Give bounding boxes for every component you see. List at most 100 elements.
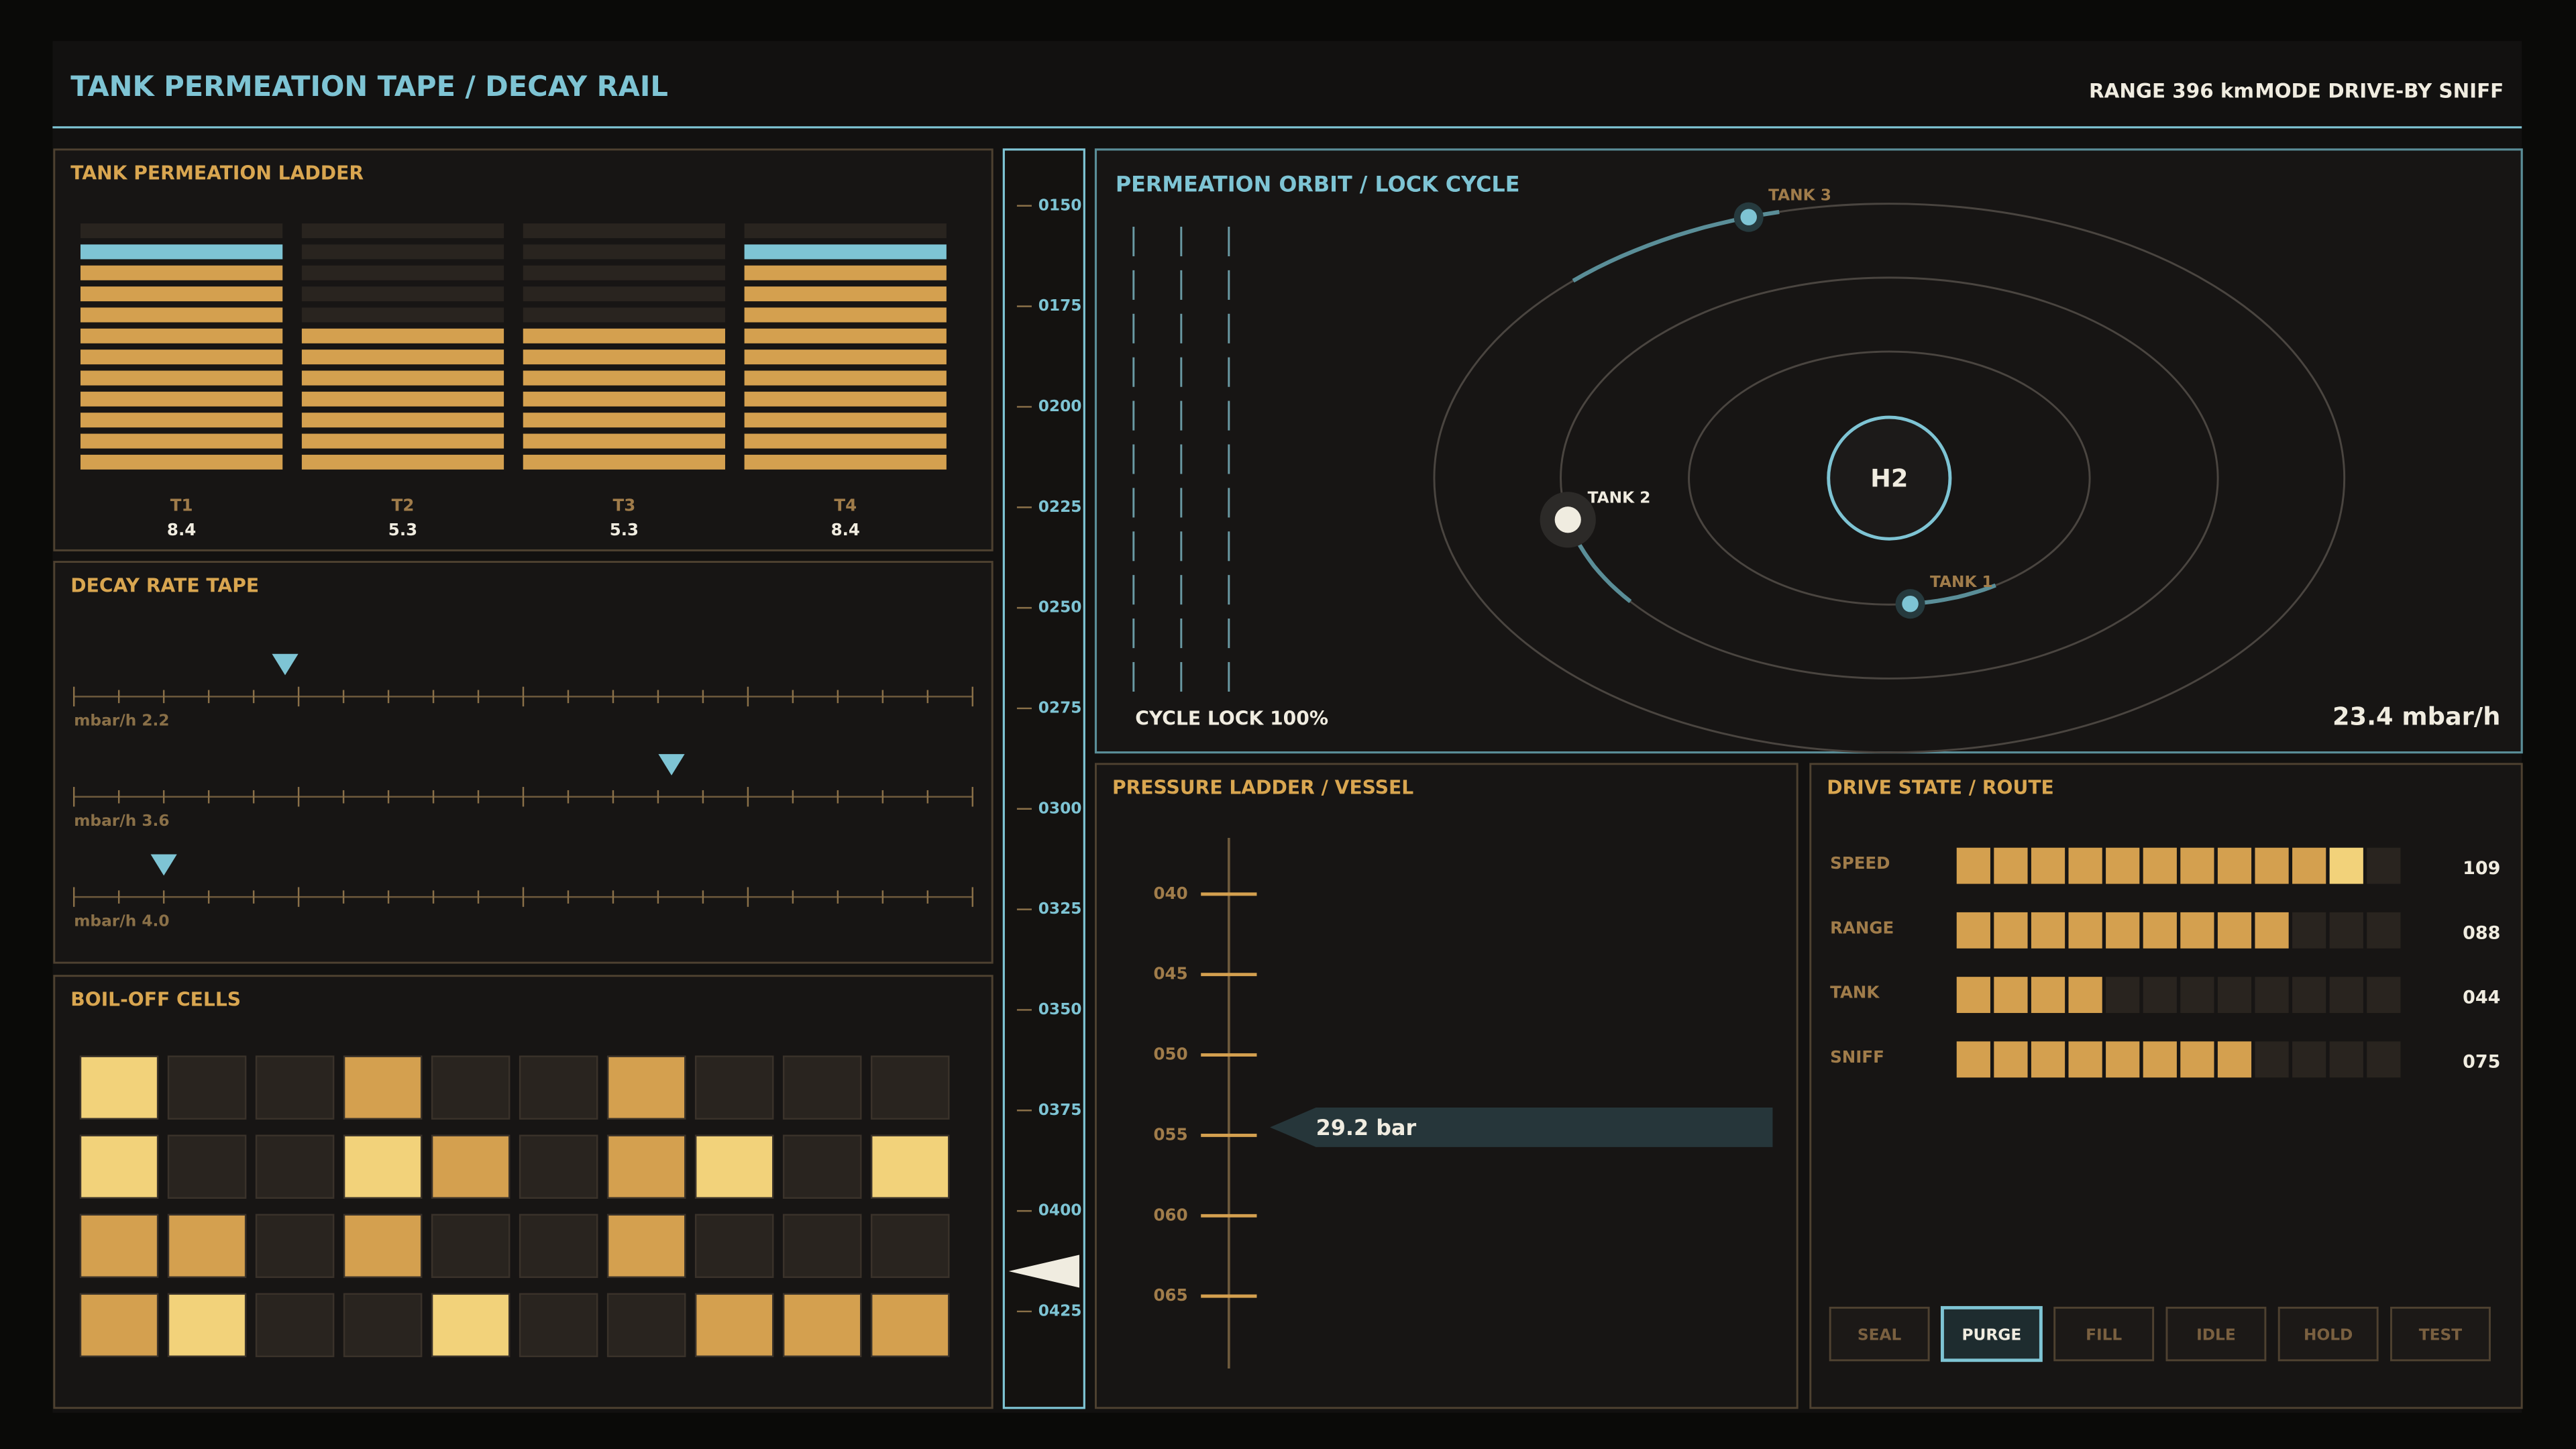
orbit-ring [1560,276,2219,680]
drive-name: RANGE [1830,918,1894,937]
drive-segment [2068,977,2102,1014]
header-title: TANK PERMEATION TAPE / DECAY RAIL [70,70,668,103]
boiloff-cell [79,1134,159,1199]
drive-segment [2143,1041,2177,1078]
ladder-segment [744,265,947,280]
tape-marker [272,653,299,676]
boiloff-cell [255,1214,335,1279]
drive-segment [1956,977,1990,1014]
drive-segment [2217,977,2252,1014]
rail-label: 0225 [1038,498,1082,516]
boiloff-cell [343,1214,423,1279]
ladder-segment [80,413,283,428]
rail-label: 0325 [1038,900,1082,918]
tank-dot [1740,209,1757,225]
tank-name: T4 [834,495,857,515]
ladder-segment [80,350,283,365]
ladder-segment [301,307,504,323]
ladder-segment [744,286,947,302]
drive-segment [2106,847,2140,884]
drive-segment [2180,912,2214,949]
boiloff-cell [431,1134,511,1199]
pressure-readout: 29.2 bar [1316,1115,1417,1140]
drive-segment [1956,912,1990,949]
drive-value: 088 [2463,922,2500,943]
drive-segment [2292,912,2326,949]
drive-segment [1994,847,2028,884]
ladder-segment [301,350,504,365]
tank-value: 5.3 [388,520,417,539]
pressure-label: 040 [1154,883,1188,903]
ladder-segment [523,244,725,260]
tank-value: 8.4 [167,520,196,539]
mode-button[interactable] [1829,1306,1930,1362]
drive-segment [2217,912,2252,949]
drive-segment [2106,912,2140,949]
pressure-label: 055 [1154,1124,1188,1144]
boiloff-cell [606,1055,686,1120]
boiloff-cell [519,1055,598,1120]
ladder-segment [301,328,504,343]
drive-name: SPEED [1830,853,1890,873]
mode-button[interactable] [1940,1305,2043,1362]
mode-button[interactable] [2390,1306,2491,1362]
mode-button[interactable] [2277,1306,2379,1362]
boiloff-cell [255,1293,335,1358]
ladder-segment [744,328,947,343]
mode-button[interactable] [2053,1306,2155,1362]
tape-label: mbar/h 4.0 [74,912,169,930]
rail [1002,148,1085,1409]
ladder-segment [301,454,504,470]
orbit-ring [1688,350,2091,606]
ladder-segment [523,223,725,239]
boiloff-cell [694,1214,774,1279]
boiloff-cell [343,1134,423,1199]
boiloff-cell [694,1134,774,1199]
boiloff-cell [431,1293,511,1358]
ladder-segment [80,328,283,343]
ladder-segment [80,370,283,386]
drive-segment [2367,847,2401,884]
mode-button-label[interactable]: FILL [2086,1326,2122,1344]
mode-button-label[interactable]: HOLD [2304,1326,2353,1344]
ladder-segment [523,265,725,280]
ladder-segment [301,244,504,260]
ladder-segment [523,307,725,323]
panel-title: PRESSURE LADDER / VESSEL [1112,777,1413,799]
boiloff-cell [870,1293,950,1358]
drive-segment [2367,912,2401,949]
boiloff-cell [694,1055,774,1120]
boiloff-cell [343,1293,423,1358]
ladder-segment [301,286,504,302]
ladder-segment [744,454,947,470]
mode-button[interactable] [2165,1306,2267,1362]
mode-button-label[interactable]: TEST [2419,1326,2462,1344]
tank-name: T3 [613,495,636,515]
tape-marker [150,854,177,876]
ladder-segment [80,286,283,302]
drive-value: 109 [2463,858,2500,879]
drive-segment [2180,847,2214,884]
ladder-segment [301,413,504,428]
boiloff-cell [519,1293,598,1358]
mode-button-label[interactable]: PURGE [1962,1326,2021,1344]
ladder-segment [523,370,725,386]
drive-segment [2143,847,2177,884]
rail-label: 0350 [1038,1000,1082,1018]
boiloff-cell [167,1134,247,1199]
drive-name: TANK [1830,983,1880,1002]
rail-label: 0425 [1038,1301,1082,1320]
pressure-label: 065 [1154,1285,1188,1305]
panel [1094,148,2523,754]
ladder-segment [80,433,283,449]
mode-button-label[interactable]: IDLE [2196,1326,2236,1344]
ladder-segment [744,433,947,449]
tape-label: mbar/h 2.2 [74,712,169,730]
core-label: H2 [1870,464,1908,493]
drive-segment [2217,847,2252,884]
ladder-segment [80,223,283,239]
ladder-segment [523,413,725,428]
lock-label: CYCLE LOCK 100% [1135,708,1328,730]
mode-button-label[interactable]: SEAL [1858,1326,1902,1344]
